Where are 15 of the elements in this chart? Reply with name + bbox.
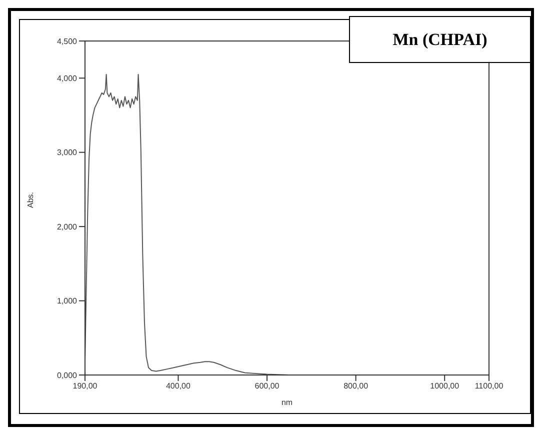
y-tick-label: 4,500	[56, 36, 78, 46]
title-box: Mn (CHPAI)	[349, 16, 531, 63]
y-tick-label: 0,000	[56, 370, 78, 380]
x-tick-label: 1100,00	[474, 382, 504, 391]
y-tick-label: 2,000	[56, 222, 78, 232]
x-tick-label: 1000,00	[430, 382, 460, 391]
x-tick-label: 800,00	[344, 382, 369, 391]
x-tick-label: 400,00	[166, 382, 192, 391]
x-tick-label: 190,00	[72, 382, 98, 391]
y-tick-label: 1,000	[56, 296, 78, 306]
x-tick-label: 600,00	[254, 382, 280, 391]
y-tick-label: 3,000	[56, 148, 78, 158]
y-tick-label: 4,000	[56, 74, 78, 83]
x-axis-title: nm	[281, 398, 293, 407]
y-axis-title: Abs.	[26, 192, 35, 208]
